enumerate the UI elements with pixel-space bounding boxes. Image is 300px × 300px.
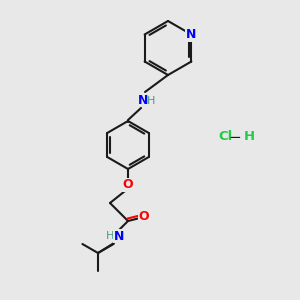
Text: O: O bbox=[123, 178, 133, 191]
Text: N: N bbox=[138, 94, 148, 106]
Text: N: N bbox=[114, 230, 124, 242]
Text: H: H bbox=[106, 231, 114, 241]
Text: N: N bbox=[186, 28, 197, 41]
Text: H: H bbox=[244, 130, 255, 143]
Text: H: H bbox=[147, 96, 155, 106]
Text: −: − bbox=[229, 130, 242, 145]
Text: Cl: Cl bbox=[218, 130, 232, 143]
Text: O: O bbox=[139, 211, 149, 224]
